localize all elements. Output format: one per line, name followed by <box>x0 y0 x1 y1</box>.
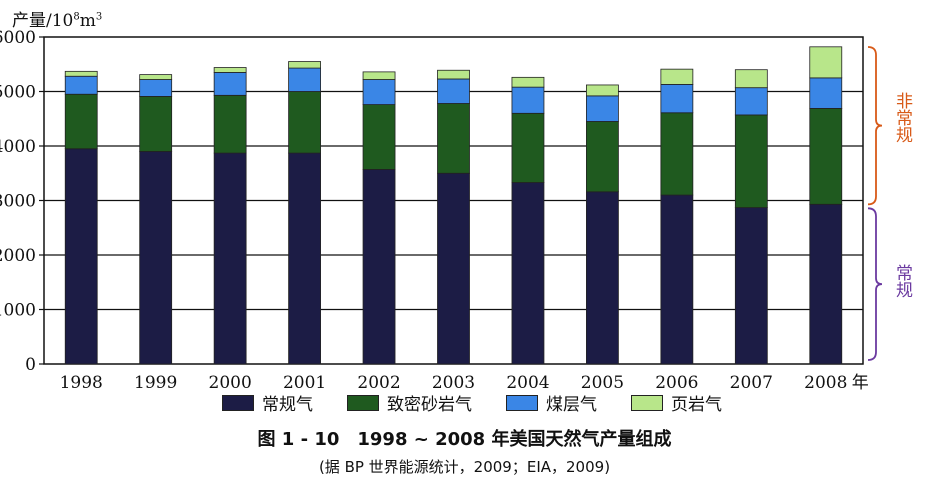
legend-swatch <box>222 395 254 411</box>
y-tick-label: 1000 <box>0 301 36 321</box>
bar-segment-2 <box>140 96 172 151</box>
bar-segment-2 <box>735 115 767 208</box>
bar-segment-4 <box>289 62 321 69</box>
legend-swatch <box>631 395 663 411</box>
bar-segment-3 <box>65 76 97 94</box>
legend-swatch <box>506 395 538 411</box>
bar-segment-2 <box>289 92 321 154</box>
legend-label: 常规气 <box>262 390 313 415</box>
y-tick-label: 6000 <box>0 28 36 48</box>
legend-item-coalbed-methane: 煤层气 <box>506 390 597 415</box>
figure-caption: 图 1 - 10 1998 ~ 2008 年美国天然气产量组成 <box>0 425 929 451</box>
bar-segment-1 <box>512 183 544 364</box>
bar-segment-1 <box>810 204 842 364</box>
x-tick-label: 2007 <box>730 373 773 393</box>
bar-segment-1 <box>289 153 321 364</box>
bar-segment-2 <box>512 113 544 182</box>
y-tick-label: 4000 <box>0 137 36 157</box>
bar-segment-4 <box>512 77 544 87</box>
bar-segment-4 <box>438 70 470 79</box>
bar-segment-4 <box>140 75 172 80</box>
bar-segment-1 <box>735 208 767 364</box>
bar-segment-4 <box>586 85 618 96</box>
y-tick-label: 2000 <box>0 246 36 266</box>
bar-segment-3 <box>661 84 693 112</box>
legend-label: 煤层气 <box>546 390 597 415</box>
bar-segment-2 <box>586 121 618 191</box>
bar-segment-3 <box>810 78 842 109</box>
x-tick-label: 1998 <box>60 373 103 393</box>
bar-segment-1 <box>363 169 395 364</box>
bracket-label-conventional: 常规 <box>890 264 915 298</box>
bar-segment-3 <box>586 96 618 122</box>
legend-label: 致密砂岩气 <box>387 390 472 415</box>
bar-segment-4 <box>214 68 246 73</box>
bar-segment-2 <box>438 103 470 173</box>
legend-item-shale-gas: 页岩气 <box>631 390 722 415</box>
bar-segment-3 <box>512 87 544 113</box>
legend-label: 页岩气 <box>671 390 722 415</box>
bar-segment-4 <box>661 69 693 84</box>
legend: 常规气 致密砂岩气 煤层气 页岩气 <box>222 390 722 415</box>
bar-segment-4 <box>735 70 767 88</box>
bar-segment-4 <box>810 47 842 78</box>
bar-segment-2 <box>661 113 693 195</box>
y-tick-label: 0 <box>25 355 36 375</box>
figure-source: (据 BP 世界能源统计，2009；EIA，2009) <box>0 456 929 477</box>
bar-segment-1 <box>214 153 246 364</box>
bar-segment-2 <box>214 95 246 153</box>
bar-segment-3 <box>735 88 767 115</box>
bar-segment-3 <box>140 80 172 97</box>
bar-segment-3 <box>289 68 321 91</box>
legend-item-conventional: 常规气 <box>222 390 313 415</box>
bar-segment-3 <box>438 79 470 104</box>
legend-swatch <box>347 395 379 411</box>
x-tick-label: 1999 <box>134 373 177 393</box>
y-tick-label: 5000 <box>0 83 36 103</box>
bar-segment-4 <box>65 71 97 76</box>
bar-segment-1 <box>438 173 470 364</box>
bar-segment-1 <box>65 149 97 364</box>
bar-segment-2 <box>810 108 842 204</box>
bar-segment-4 <box>363 72 395 80</box>
legend-item-tight-gas: 致密砂岩气 <box>347 390 472 415</box>
bar-segment-3 <box>214 72 246 95</box>
bar-segment-2 <box>65 94 97 149</box>
bar-segment-1 <box>586 192 618 364</box>
bar-segment-1 <box>140 151 172 364</box>
bracket-label-unconventional: 非常规 <box>890 92 915 143</box>
bar-segment-1 <box>661 195 693 364</box>
bar-segment-2 <box>363 105 395 170</box>
bracket-conventional <box>868 208 882 360</box>
bracket-unconventional <box>868 47 882 204</box>
x-tick-label: 2008 <box>804 373 847 393</box>
x-axis-unit-suffix: 年 <box>852 373 869 393</box>
bar-segment-3 <box>363 80 395 105</box>
